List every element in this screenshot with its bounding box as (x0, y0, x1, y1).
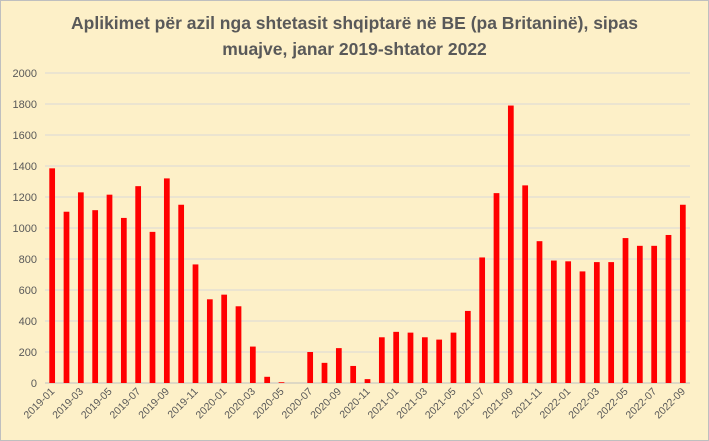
bar (149, 231, 156, 383)
bar (407, 332, 414, 383)
bar (120, 217, 127, 383)
bar (665, 234, 672, 383)
y-tick-label: 1800 (13, 99, 37, 111)
y-tick-label: 200 (19, 347, 37, 359)
bar (321, 362, 328, 383)
y-tick-label: 600 (19, 285, 37, 297)
bar (636, 245, 643, 383)
bar (565, 261, 572, 383)
bar (493, 193, 500, 383)
chart-title-line-1: Aplikimet për azil nga shtetasit shqipta… (71, 13, 638, 33)
bar (92, 210, 99, 383)
bar (536, 241, 543, 383)
y-tick-label: 1000 (13, 223, 37, 235)
bar (421, 337, 428, 383)
bar (63, 211, 70, 383)
bar (350, 365, 357, 383)
bar (163, 178, 170, 383)
x-tick-label: 2021-09 (480, 386, 516, 422)
bar (679, 204, 686, 383)
y-tick-label: 1600 (13, 130, 37, 142)
y-tick-label: 400 (19, 316, 37, 328)
bar (206, 299, 213, 383)
bar (608, 262, 615, 383)
bar (178, 204, 185, 383)
bar (651, 245, 658, 383)
bar (378, 337, 385, 383)
bar (436, 339, 443, 383)
bar (135, 186, 142, 383)
y-tick-label: 0 (31, 378, 37, 390)
chart-title: Aplikimet për azil nga shtetasit shqipta… (0, 10, 709, 62)
bar (249, 346, 256, 383)
bar (622, 238, 629, 383)
bar (264, 376, 271, 383)
bar (221, 294, 228, 383)
bar (479, 257, 486, 383)
bar (307, 352, 314, 383)
bar (522, 185, 529, 383)
y-tick-label: 1200 (13, 192, 37, 204)
bar (49, 168, 56, 383)
bar (77, 192, 84, 383)
bar (393, 331, 400, 383)
bar (364, 379, 371, 383)
bar (464, 310, 471, 383)
bar (235, 306, 242, 383)
x-tick-label: 2020-09 (308, 386, 344, 422)
bar (593, 262, 600, 383)
bar (335, 348, 342, 383)
chart-title-line-2: muajve, janar 2019-shtator 2022 (222, 39, 487, 59)
bar (192, 264, 199, 383)
bar (579, 271, 586, 383)
bar (450, 332, 457, 383)
bar (106, 194, 113, 383)
bar (278, 382, 285, 383)
y-tick-label: 800 (19, 254, 37, 266)
x-tick-label: 2022-09 (652, 386, 688, 422)
y-tick-label: 2000 (13, 68, 37, 80)
x-tick-label: 2019-09 (136, 386, 172, 422)
bar (550, 260, 557, 383)
y-tick-label: 1400 (13, 161, 37, 173)
bar (507, 105, 514, 384)
